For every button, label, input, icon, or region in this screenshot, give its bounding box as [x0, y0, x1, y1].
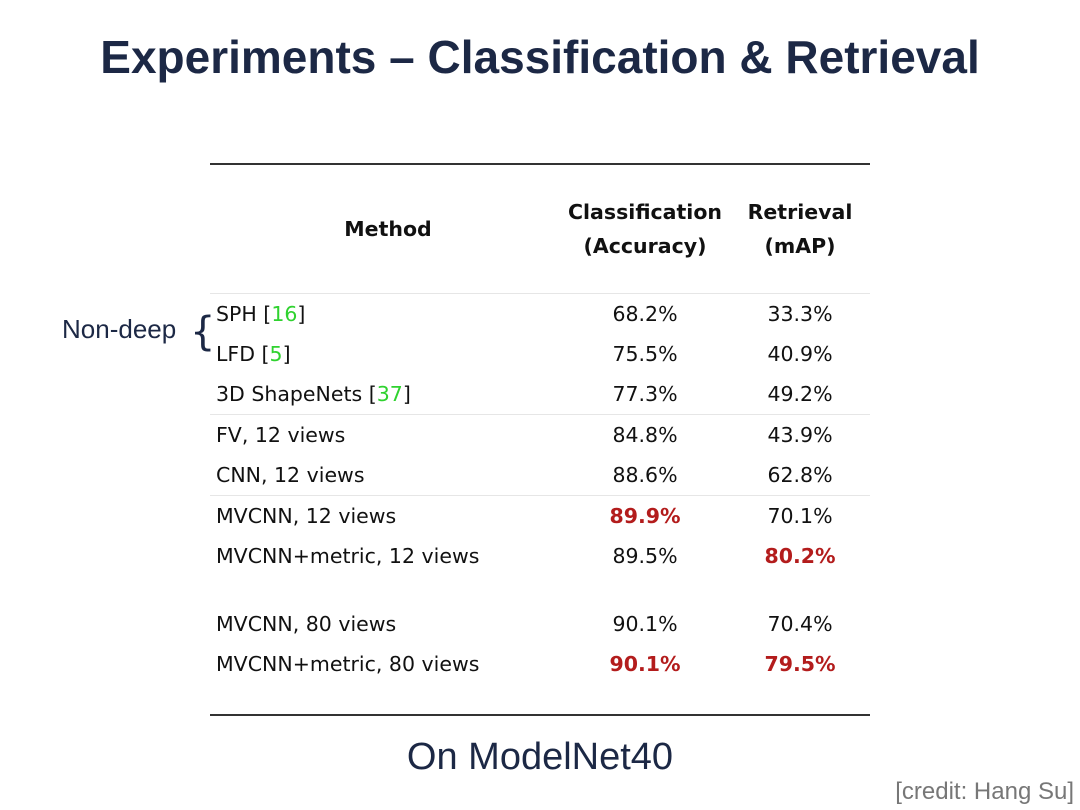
header-retrieval: Retrieval (mAP) [730, 195, 870, 263]
citation-link[interactable]: 5 [269, 342, 283, 366]
header-classification-line1: Classification [567, 200, 723, 224]
non-deep-label: Non-deep [62, 314, 177, 344]
table-divider [210, 495, 870, 496]
row-classification: 68.2% [612, 302, 678, 326]
row-retrieval: 70.4% [767, 612, 833, 636]
results-table: Method Classification (Accuracy) Retriev… [210, 163, 870, 716]
table-bottom-rule [210, 714, 870, 716]
row-classification: 75.5% [612, 342, 678, 366]
citation-link[interactable]: 16 [271, 302, 298, 326]
row-spacer [210, 576, 870, 604]
table-row: LFD [5] 75.5% 40.9% [210, 334, 870, 374]
row-method: LFD [5] [216, 342, 291, 366]
left-brace-icon: { [190, 309, 216, 355]
table-row: MVCNN+metric, 12 views 89.5% 80.2% [210, 536, 870, 576]
table-divider [210, 293, 870, 294]
table-row: 3D ShapeNets [37] 77.3% 49.2% [210, 374, 870, 414]
citation-link[interactable]: 37 [376, 382, 403, 406]
row-retrieval: 80.2% [764, 544, 836, 568]
header-retrieval-line2: (mAP) [764, 234, 836, 258]
row-method: FV, 12 views [216, 423, 346, 447]
dataset-caption: On ModelNet40 [406, 736, 674, 778]
row-retrieval: 79.5% [764, 652, 836, 676]
row-retrieval: 33.3% [767, 302, 833, 326]
row-classification: 77.3% [612, 382, 678, 406]
table-row: FV, 12 views 84.8% 43.9% [210, 415, 870, 455]
slide-title: Experiments – Classification & Retrieval [100, 31, 980, 83]
row-method: MVCNN+metric, 80 views [216, 652, 480, 676]
table-row: MVCNN, 80 views 90.1% 70.4% [210, 604, 870, 644]
bottom-padding [210, 684, 870, 714]
table-header: Method Classification (Accuracy) Retriev… [210, 165, 870, 293]
table-row: CNN, 12 views 88.6% 62.8% [210, 455, 870, 495]
row-method: SPH [16] [216, 302, 306, 326]
header-retrieval-line1: Retrieval [747, 200, 853, 224]
row-retrieval: 49.2% [767, 382, 833, 406]
row-classification: 84.8% [612, 423, 678, 447]
table-row: MVCNN+metric, 80 views 90.1% 79.5% [210, 644, 870, 684]
row-retrieval: 70.1% [767, 504, 833, 528]
table-row: MVCNN, 12 views 89.9% 70.1% [210, 496, 870, 536]
row-method: MVCNN, 12 views [216, 504, 397, 528]
row-method: MVCNN+metric, 12 views [216, 544, 480, 568]
row-method: MVCNN, 80 views [216, 612, 397, 636]
header-classification: Classification (Accuracy) [560, 195, 730, 263]
table-top-rule [210, 163, 870, 165]
row-retrieval: 40.9% [767, 342, 833, 366]
row-retrieval: 62.8% [767, 463, 833, 487]
row-classification: 88.6% [612, 463, 678, 487]
row-classification: 89.5% [612, 544, 678, 568]
header-classification-line2: (Accuracy) [583, 234, 707, 258]
credit-note: [credit: Hang Su] [895, 778, 1074, 805]
table-row: SPH [16] 68.2% 33.3% [210, 294, 870, 334]
row-classification: 89.9% [609, 504, 681, 528]
row-classification: 90.1% [612, 612, 678, 636]
row-classification: 90.1% [609, 652, 681, 676]
row-retrieval: 43.9% [767, 423, 833, 447]
header-method: Method [344, 217, 432, 241]
table-divider [210, 414, 870, 415]
row-method: 3D ShapeNets [37] [216, 382, 411, 406]
row-method: CNN, 12 views [216, 463, 365, 487]
